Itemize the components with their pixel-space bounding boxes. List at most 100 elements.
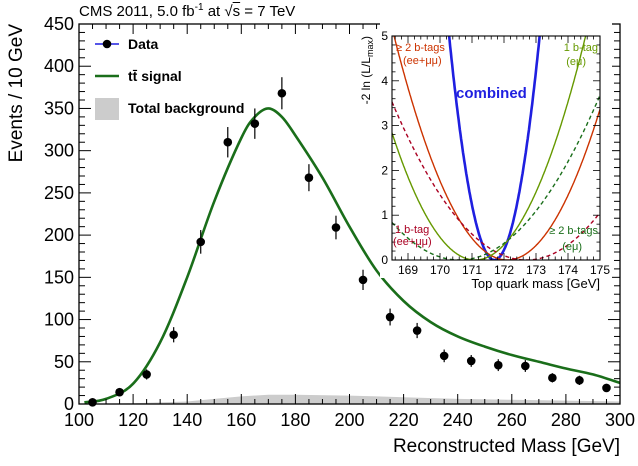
inset-y-label-close: ) bbox=[359, 36, 373, 40]
inset-x-tick-label: 174 bbox=[558, 263, 578, 277]
inset-y-tick-label: 2 bbox=[381, 163, 388, 177]
data-marker bbox=[412, 326, 422, 335]
inset-x-tick-label: 175 bbox=[590, 263, 610, 277]
legend-item-data: Data bbox=[95, 36, 159, 52]
data-point bbox=[250, 108, 260, 139]
likelihood-curves-layer bbox=[380, 20, 612, 278]
likelihood-curve bbox=[393, 36, 600, 260]
x-tick-label: 180 bbox=[280, 410, 310, 430]
legend-data-label: Data bbox=[128, 36, 159, 52]
x-axis-label: Reconstructed Mass [GeV] bbox=[393, 436, 620, 457]
data-marker bbox=[521, 361, 530, 371]
data-point bbox=[493, 359, 503, 372]
y-tick-label: 250 bbox=[44, 183, 74, 203]
inset-y-label-text: -2 ln (L/Lmax) bbox=[359, 36, 375, 104]
data-marker bbox=[142, 370, 151, 379]
data-point bbox=[466, 355, 476, 367]
data-point bbox=[575, 375, 584, 385]
annotation-ge2-ll-line1: ≥ 2 b-tags bbox=[396, 42, 445, 54]
y-tick-label: 150 bbox=[44, 267, 74, 287]
inset-y-tick-label: 4 bbox=[381, 74, 388, 88]
inset-x-tick-label: 169 bbox=[398, 263, 418, 277]
y-tick-label: 0 bbox=[64, 394, 74, 414]
data-marker bbox=[331, 223, 341, 232]
legend-background-swatch bbox=[95, 98, 119, 120]
data-marker bbox=[575, 376, 584, 385]
y-tick-label: 200 bbox=[44, 225, 74, 245]
y-tick-label: 50 bbox=[54, 352, 74, 372]
annotation-combined: combined bbox=[456, 85, 527, 102]
data-marker bbox=[466, 356, 476, 366]
data-marker bbox=[602, 383, 611, 393]
legend-data-marker bbox=[102, 39, 112, 49]
data-points-layer bbox=[88, 77, 611, 407]
data-point bbox=[385, 308, 395, 326]
data-point bbox=[304, 164, 314, 192]
x-tick-label: 220 bbox=[389, 410, 419, 430]
annotation-ge2-emu-line1: ≥ 2 b-tags bbox=[549, 225, 598, 237]
x-tick-label: 280 bbox=[551, 410, 581, 430]
legend-item-signal: tt̄ signal bbox=[95, 68, 182, 84]
inset-y-label-sub: max bbox=[365, 40, 375, 58]
data-point bbox=[169, 327, 178, 343]
data-point bbox=[521, 360, 530, 372]
y-tick-label: 300 bbox=[44, 141, 74, 161]
data-marker bbox=[385, 312, 395, 322]
y-tick-label: 350 bbox=[44, 98, 74, 118]
annotation-1tag-ll-line2: (ee+μμ) bbox=[393, 236, 432, 248]
inset-x-axis-label: Top quark mass [GeV] bbox=[471, 276, 600, 291]
inset-y-tick-label: 3 bbox=[381, 119, 388, 133]
inset-y-tick-label: 5 bbox=[381, 29, 388, 43]
x-tick-label: 100 bbox=[64, 410, 94, 430]
likelihood-curve bbox=[392, 94, 600, 260]
inset-x-tick-label: 173 bbox=[526, 263, 546, 277]
data-point bbox=[412, 322, 422, 339]
annotation-1tag-emu-line1: 1 b-tag bbox=[564, 42, 598, 54]
inset-panel bbox=[380, 20, 612, 278]
inset-frame bbox=[391, 35, 601, 261]
inset-y-tick-label: 1 bbox=[381, 208, 388, 222]
y-tick-label: 450 bbox=[44, 14, 74, 34]
annotation-ge2-emu-line2: (eμ) bbox=[562, 241, 582, 253]
y-tick-label: 100 bbox=[44, 310, 74, 330]
annotation-1tag-emu-line2: (eμ) bbox=[566, 56, 586, 68]
data-marker bbox=[115, 387, 124, 397]
signal-curve bbox=[84, 107, 621, 404]
data-marker bbox=[169, 330, 178, 340]
inset-x-tick-label: 170 bbox=[430, 263, 450, 277]
legend-item-background: Total background bbox=[95, 98, 244, 120]
inset-x-tick-label: 171 bbox=[462, 263, 482, 277]
inset-x-tick-label: 172 bbox=[494, 263, 514, 277]
x-tick-label: 140 bbox=[172, 410, 202, 430]
legend-background-label: Total background bbox=[128, 100, 244, 116]
data-marker bbox=[196, 237, 206, 247]
data-marker bbox=[439, 351, 449, 361]
y-tick-label: 400 bbox=[44, 56, 74, 76]
x-tick-label: 260 bbox=[497, 410, 527, 430]
data-marker bbox=[223, 137, 233, 147]
inset-y-tick-label: 0 bbox=[381, 253, 388, 267]
legend-signal-label: tt̄ signal bbox=[128, 68, 182, 84]
data-point bbox=[277, 77, 287, 110]
data-point bbox=[223, 127, 233, 158]
x-tick-label: 240 bbox=[443, 410, 473, 430]
data-marker bbox=[493, 360, 503, 370]
legend: Data tt̄ signal Total background bbox=[95, 36, 244, 120]
inset-y-axis-label: -2 ln (L/Lmax) bbox=[359, 36, 375, 104]
annotation-1tag-ll-line1: 1 b-tag bbox=[395, 224, 429, 236]
x-tick-label: 300 bbox=[605, 410, 635, 430]
data-marker bbox=[548, 373, 557, 383]
inset-axes: 169 170 171 172 173 174 175 0 1 2 3 4 5 bbox=[381, 29, 610, 277]
x-tick-label: 200 bbox=[334, 410, 364, 430]
data-point bbox=[196, 230, 206, 254]
data-marker bbox=[250, 119, 260, 128]
x-tick-label: 120 bbox=[118, 410, 148, 430]
data-marker bbox=[304, 173, 314, 182]
data-point bbox=[548, 373, 557, 383]
data-marker bbox=[358, 275, 368, 285]
data-point bbox=[142, 369, 151, 380]
data-point bbox=[331, 215, 341, 240]
experiment-header: CMS 2011, 5.0 fb-1 at √s = 7 TeV bbox=[79, 2, 296, 20]
likelihood-curve bbox=[392, 101, 600, 260]
